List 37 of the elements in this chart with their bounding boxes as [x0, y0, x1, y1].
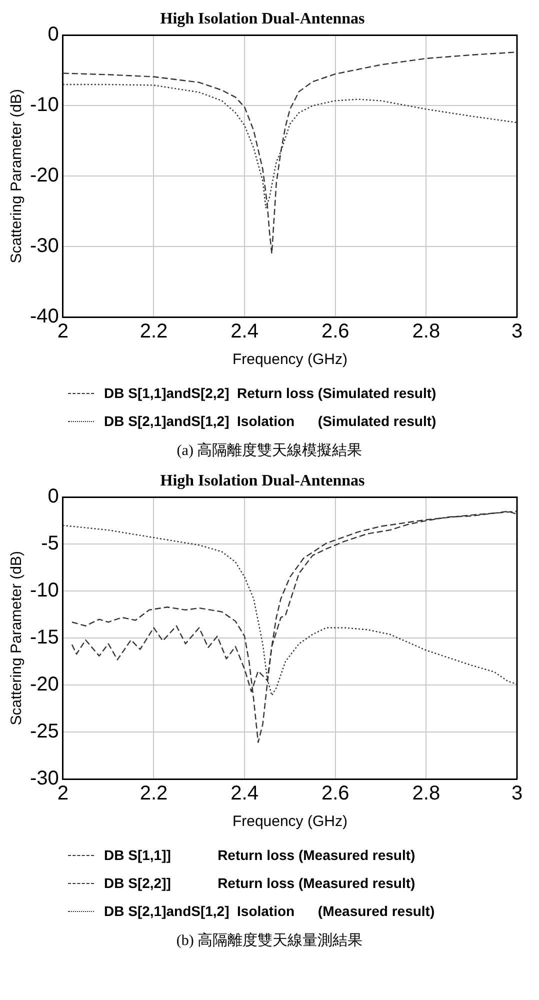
y-tick-label: -10	[30, 94, 59, 116]
y-axis-title: Scattering Parameter (dB)	[8, 550, 26, 726]
x-tick-label: 2.2	[140, 320, 168, 343]
legend-label: DB S[2,1]andS[1,2] Isolation (Simulated result)	[104, 413, 436, 429]
y-tick-label: -30	[30, 235, 59, 258]
chart-title: High Isolation Dual-Antennas	[160, 472, 365, 490]
x-tick-label: 2.2	[140, 782, 168, 805]
x-axis-title: Frequency (GHz)	[232, 813, 348, 830]
legend-label: DB S[1,1]] Return loss (Measured result)	[104, 847, 416, 863]
x-axis-title: Frequency (GHz)	[232, 351, 348, 368]
x-tick-label: 2.4	[230, 782, 258, 805]
x-tick-label: 2.8	[412, 782, 440, 805]
text: (b) 高隔離度雙天線量測結果	[175, 931, 364, 950]
y-tick-label: -20	[30, 164, 59, 187]
y-tick-label: -5	[41, 532, 59, 555]
y-tick-label: -10	[30, 580, 59, 602]
x-tick-label: 3	[511, 320, 523, 343]
x-tick-label: 2.6	[321, 320, 350, 343]
x-tick-label: 2.6	[321, 782, 350, 805]
y-axis-title: Scattering Parameter (dB)	[8, 88, 26, 264]
legend-label: DB S[2,2]] Return loss (Measured result)	[104, 875, 416, 891]
legend-label: DB S[2,1]andS[1,2] Isolation (Measured result)	[104, 903, 435, 919]
y-tick-label: 0	[48, 486, 59, 508]
y-tick-label: -30	[30, 768, 59, 790]
x-tick-label: 2	[57, 782, 68, 805]
y-tick-label: 0	[48, 24, 59, 46]
x-tick-label: 2.8	[412, 320, 440, 343]
x-tick-label: 2.4	[230, 320, 258, 343]
chart-title: High Isolation Dual-Antennas	[160, 10, 365, 28]
y-tick-label: -25	[30, 720, 59, 743]
y-tick-label: -40	[30, 306, 59, 328]
legend-label: DB S[1,1]andS[2,2] Return loss (Simulated result)	[104, 385, 436, 401]
x-tick-label: 2	[57, 320, 68, 343]
y-tick-label: -15	[30, 626, 59, 649]
x-tick-label: 3	[511, 782, 523, 805]
y-tick-label: -20	[30, 674, 59, 696]
text: (a) 高隔離度雙天線模擬結果	[176, 441, 364, 460]
